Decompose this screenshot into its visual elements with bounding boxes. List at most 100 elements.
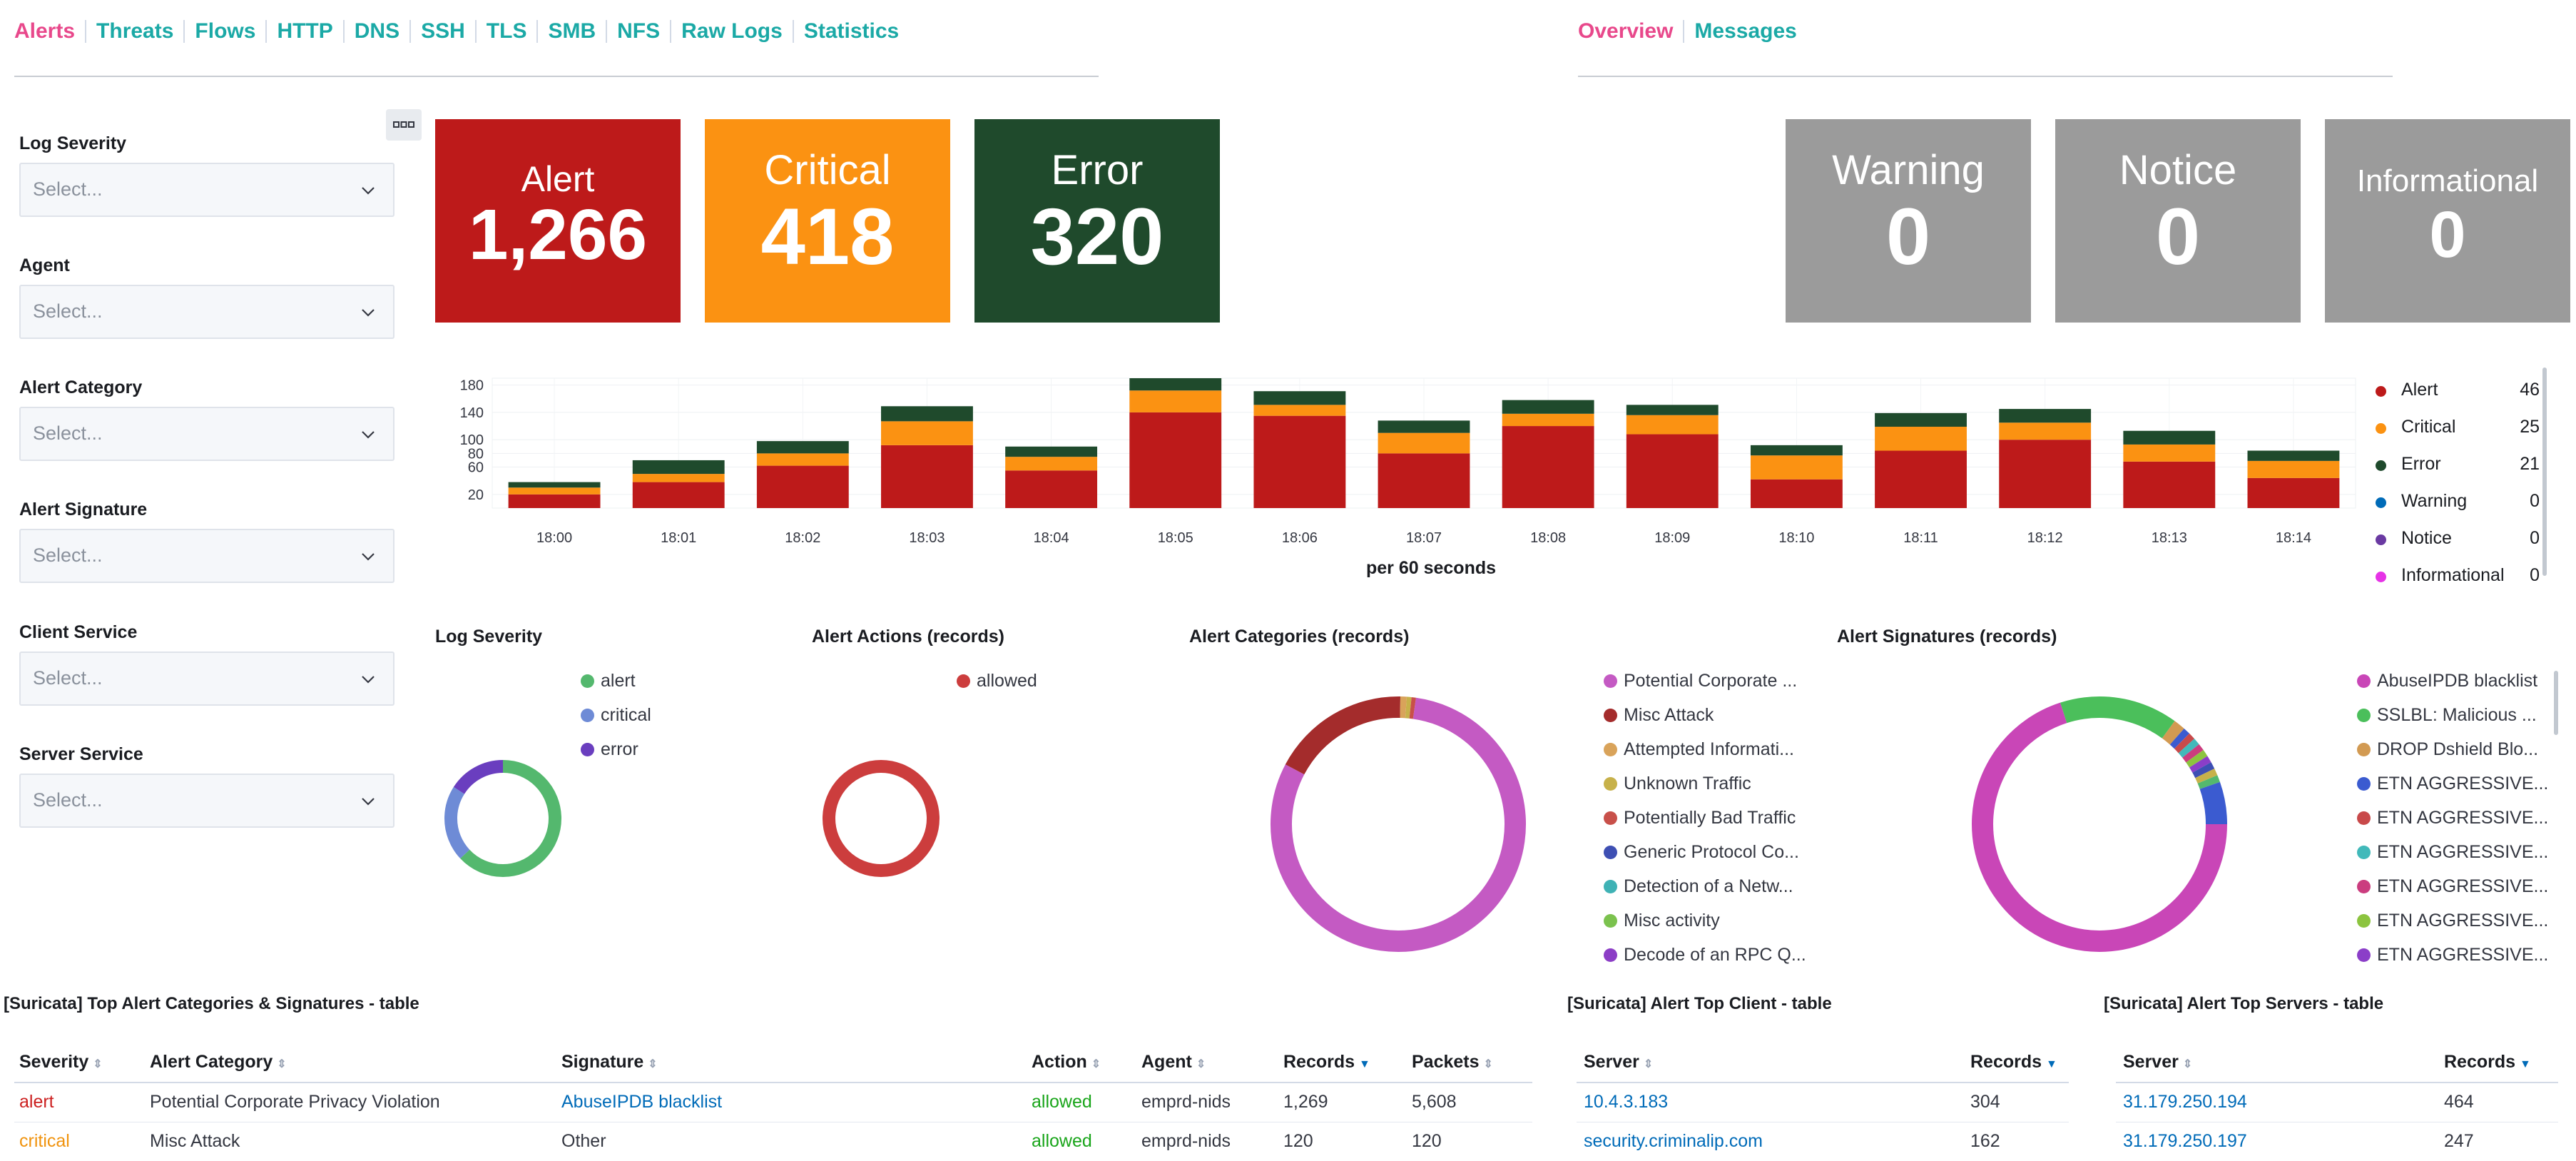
col-packets[interactable]: Packets ⇕	[1412, 1052, 1493, 1072]
col-records[interactable]: Records ▼	[1283, 1052, 1370, 1072]
legend-value: 25	[2520, 417, 2540, 437]
alert-signature-select[interactable]: Select...	[19, 529, 394, 583]
bar-segment-error	[756, 441, 849, 454]
alert-signatures-legend-item[interactable]: DROP Dshield Blo...	[2357, 739, 2538, 760]
nav-statistics[interactable]: Statistics	[792, 20, 909, 43]
alert-signatures-legend-item[interactable]: ETN AGGRESSIVE...	[2357, 911, 2548, 931]
nav-nfs[interactable]: NFS	[606, 20, 670, 43]
log-severity-select[interactable]: Select...	[19, 163, 394, 217]
bar-segment-critical	[1502, 413, 1594, 427]
sort-icon: ⇕	[648, 1058, 658, 1070]
log-severity-legend-error[interactable]: error	[581, 739, 638, 760]
nav-alerts[interactable]: Alerts	[14, 19, 76, 43]
cell-server-link[interactable]: security.criminalip.com	[1584, 1131, 1763, 1151]
chevron-down-icon	[362, 309, 375, 317]
table-header-divider	[1577, 1082, 2069, 1083]
col-signature[interactable]: Signature ⇕	[561, 1052, 658, 1072]
alert-categories-legend-item[interactable]: Decode of an RPC Q...	[1604, 945, 1806, 965]
nav-raw-logs[interactable]: Raw Logs	[670, 20, 793, 43]
legend-item-critical[interactable]: Critical 25	[2376, 417, 2540, 440]
alert-signatures-legend-item[interactable]: ETN AGGRESSIVE...	[2357, 774, 2548, 794]
main-table-title: [Suricata] Top Alert Categories & Signat…	[4, 994, 419, 1013]
legend-dot	[2357, 846, 2371, 859]
legend-item-informational[interactable]: Informational 0	[2376, 565, 2540, 588]
alert-categories-legend-item[interactable]: Misc activity	[1604, 911, 1720, 931]
legend-item-notice[interactable]: Notice 0	[2376, 528, 2540, 551]
log-severity-legend-alert[interactable]: alert	[581, 671, 636, 691]
col-records[interactable]: Records ▼	[1970, 1052, 2057, 1072]
cell-server-link[interactable]: 10.4.3.183	[1584, 1092, 1669, 1112]
legend-dot	[2357, 709, 2371, 722]
nav-ssh[interactable]: SSH	[409, 20, 475, 43]
nav-overview[interactable]: Overview	[1578, 19, 1674, 43]
legend-dot	[581, 674, 594, 688]
alert-signatures-legend-item[interactable]: ETN AGGRESSIVE...	[2357, 842, 2548, 863]
legend-name: SSLBL: Malicious ...	[2377, 705, 2537, 725]
bar-segment-alert	[1378, 453, 1470, 508]
alert-signatures-legend-item[interactable]: ETN AGGRESSIVE...	[2357, 808, 2548, 828]
col-agent[interactable]: Agent ⇕	[1141, 1052, 1206, 1072]
x-tick-label: 18:12	[2027, 530, 2063, 546]
col-records[interactable]: Records ▼	[2444, 1052, 2531, 1072]
x-tick-label: 18:09	[1654, 530, 1690, 546]
legend-dot	[1604, 846, 1617, 859]
bar-segment-alert	[1626, 434, 1719, 508]
options-menu-button[interactable]	[386, 109, 422, 141]
col-severity[interactable]: Severity ⇕	[19, 1052, 103, 1072]
legend-scrollbar[interactable]	[2542, 367, 2547, 576]
legend-name: Generic Protocol Co...	[1624, 842, 1799, 862]
cell-records: 304	[1970, 1092, 2000, 1112]
alert-categories-legend-item[interactable]: Potential Corporate ...	[1604, 671, 1797, 691]
legend-item-warning[interactable]: Warning 0	[2376, 491, 2540, 514]
cell-signature-link[interactable]: AbuseIPDB blacklist	[561, 1092, 723, 1112]
col-alert-category[interactable]: Alert Category ⇕	[150, 1052, 287, 1072]
alert-categories-legend-item[interactable]: Potentially Bad Traffic	[1604, 808, 1796, 828]
col-action[interactable]: Action ⇕	[1032, 1052, 1101, 1072]
server-service-select[interactable]: Select...	[19, 774, 394, 828]
alert-signatures-legend-item[interactable]: AbuseIPDB blacklist	[2357, 671, 2537, 691]
agent-select[interactable]: Select...	[19, 285, 394, 339]
nav-dns[interactable]: DNS	[342, 20, 409, 43]
nav-threats[interactable]: Threats	[85, 20, 183, 43]
signatures-legend-scrollbar[interactable]	[2554, 671, 2558, 735]
alert-categories-legend-item[interactable]: Detection of a Netw...	[1604, 876, 1793, 897]
alert-categories-legend-item[interactable]: Unknown Traffic	[1604, 774, 1751, 794]
legend-item-error[interactable]: Error 21	[2376, 454, 2540, 477]
bar-segment-critical	[1129, 390, 1222, 412]
nav-http[interactable]: HTTP	[265, 20, 342, 43]
alert-category-select[interactable]: Select...	[19, 407, 394, 461]
cell-records: 1,269	[1283, 1092, 1328, 1112]
metric-critical: Critical 418	[705, 119, 950, 323]
alert-categories-legend-item[interactable]: Attempted Informati...	[1604, 739, 1794, 760]
cell-records: 247	[2444, 1131, 2474, 1151]
nav-tls[interactable]: TLS	[474, 20, 537, 43]
col-server[interactable]: Server ⇕	[1584, 1052, 1654, 1072]
legend-dot	[957, 674, 970, 688]
client-service-select[interactable]: Select...	[19, 652, 394, 706]
select-placeholder: Select...	[33, 178, 103, 200]
col-server[interactable]: Server ⇕	[2123, 1052, 2193, 1072]
alert-signatures-legend-item[interactable]: SSLBL: Malicious ...	[2357, 705, 2537, 726]
nav-smb[interactable]: SMB	[536, 20, 606, 43]
bar-segment-alert	[1005, 470, 1098, 508]
legend-item-alert[interactable]: Alert 46	[2376, 380, 2540, 402]
cell-server-link[interactable]: 31.179.250.194	[2123, 1092, 2247, 1112]
nav-messages[interactable]: Messages	[1683, 20, 1806, 43]
donut-slice	[444, 760, 561, 877]
cell-severity: critical	[19, 1131, 70, 1151]
bar-segment-alert	[2247, 477, 2340, 508]
table-header-divider	[14, 1082, 1532, 1083]
legend-name: ETN AGGRESSIVE...	[2377, 945, 2549, 965]
cell-action: allowed	[1032, 1092, 1092, 1112]
alert-categories-legend-item[interactable]: Generic Protocol Co...	[1604, 842, 1799, 863]
alert-actions-legend-allowed[interactable]: allowed	[957, 671, 1037, 691]
legend-dot	[581, 709, 594, 722]
alert-categories-legend-item[interactable]: Misc Attack	[1604, 705, 1714, 726]
alert-signatures-legend-item[interactable]: ETN AGGRESSIVE...	[2357, 876, 2548, 897]
alert-signatures-legend-item[interactable]: ETN AGGRESSIVE...	[2357, 945, 2548, 965]
cell-server-link[interactable]: 31.179.250.197	[2123, 1131, 2247, 1151]
nav-flows[interactable]: Flows	[183, 20, 265, 43]
legend-name: Informational	[2401, 565, 2505, 585]
log-severity-legend-critical[interactable]: critical	[581, 705, 651, 726]
